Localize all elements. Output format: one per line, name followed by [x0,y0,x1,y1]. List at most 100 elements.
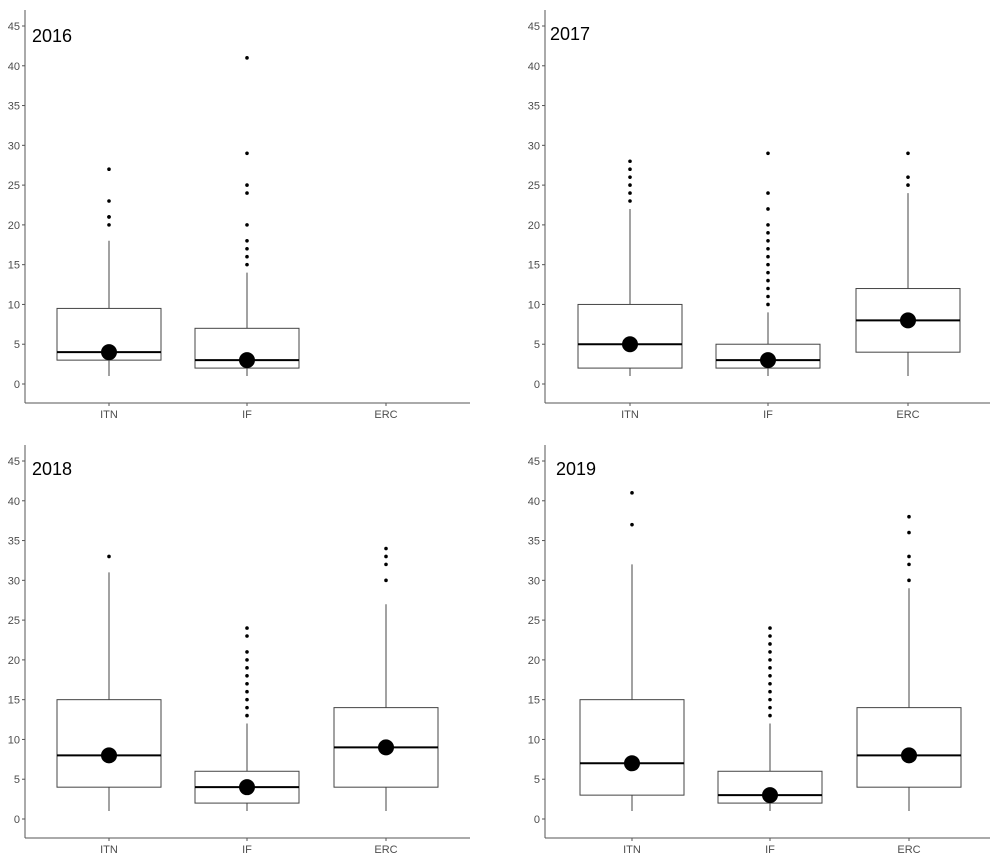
outlier-point [907,514,911,519]
y-tick-label: 5 [14,339,20,351]
y-tick-label: 25 [8,180,20,192]
outlier-point [107,167,111,171]
mean-marker [622,336,638,353]
mean-marker [378,739,394,756]
outlier-point [628,191,632,195]
y-tick-label: 5 [534,774,540,786]
outlier-point [630,491,634,495]
panel-2016: 2016 0 5 10 15 20 25 30 35 40 45 ITN IF ERC [8,10,470,421]
y-tick-label: 10 [528,299,540,311]
outlier-point [768,650,772,654]
panel-label: 2017 [550,24,590,44]
outlier-point [907,578,911,583]
y-tick-label: 40 [8,496,20,508]
outlier-point [766,262,770,267]
outlier-point [384,554,388,559]
y-tick-label: 15 [8,695,20,707]
outlier-point [245,151,249,156]
y-tick-label: 25 [528,615,540,627]
x-tick-label: ITN [100,844,118,856]
box-itn [579,491,685,812]
outlier-point [384,546,388,551]
y-tick-label: 20 [528,655,540,667]
box-erc [333,546,439,812]
y-tick-label: 25 [528,180,540,192]
outlier-point [906,183,910,187]
outlier-point [628,183,632,187]
y-tick-label: 10 [8,734,20,746]
outlier-point [245,705,249,710]
outlier-point [245,674,249,678]
outlier-point [245,626,249,630]
box-itn [577,159,683,377]
outlier-point [766,191,770,195]
mean-marker [900,312,916,329]
box-itn [56,554,162,812]
y-tick-label: 30 [528,575,540,587]
outlier-point [768,626,772,630]
outlier-point [768,697,772,702]
y-tick-label: 35 [528,101,540,113]
outlier-point [245,658,249,662]
outlier-point [766,286,770,291]
y-tick-label: 20 [8,220,20,232]
x-tick-label: ITN [621,409,639,421]
outlier-point [766,270,770,275]
mean-marker [101,747,117,764]
outlier-point [245,191,249,195]
y-tick-label: 45 [8,456,20,468]
outlier-point [768,713,772,718]
outlier-point [107,215,111,219]
x-tick-label: ERC [896,409,919,421]
x-tick-label: ERC [897,844,920,856]
y-tick-label: 0 [534,379,540,391]
x-tick-label: ITN [100,409,118,421]
mean-marker [901,747,917,764]
mean-marker [762,787,778,804]
y-tick-label: 35 [8,536,20,548]
outlier-point [768,674,772,678]
outlier-point [766,246,770,251]
outlier-point [907,554,911,559]
mean-marker [760,352,776,369]
iqr-box [579,699,685,796]
y-tick-label: 0 [534,814,540,826]
outlier-point [245,689,249,694]
outlier-point [766,239,770,243]
outlier-point [766,207,770,211]
y-tick-label: 20 [8,655,20,667]
y-tick-label: 10 [528,734,540,746]
y-tick-label: 10 [8,299,20,311]
outlier-point [766,302,770,307]
outlier-point [766,231,770,235]
box-if [715,151,821,377]
outlier-point [768,666,772,670]
box-if [194,626,300,812]
panel-label: 2016 [32,26,72,46]
outlier-point [906,151,910,156]
outlier-point [245,713,249,718]
outlier-point [245,650,249,654]
y-tick-label: 15 [8,260,20,272]
box-itn [56,167,162,377]
outlier-point [628,167,632,171]
x-tick-label: ERC [374,409,397,421]
outlier-point [906,175,910,179]
mean-marker [624,755,640,772]
x-tick-label: ITN [623,844,641,856]
y-tick-label: 35 [528,536,540,548]
y-tick-label: 45 [8,21,20,33]
outlier-point [766,223,770,227]
outlier-point [245,697,249,702]
x-tick-label: IF [242,844,252,856]
y-tick-label: 40 [528,61,540,73]
outlier-point [768,689,772,694]
panel-label: 2019 [556,459,596,479]
y-tick-label: 5 [14,774,20,786]
outlier-point [245,183,249,187]
outlier-point [245,634,249,638]
box-if [717,626,823,812]
panel-2019: 2019 0 5 10 15 20 25 30 35 40 45 ITN IF ERC [528,445,990,856]
outlier-point [766,294,770,299]
